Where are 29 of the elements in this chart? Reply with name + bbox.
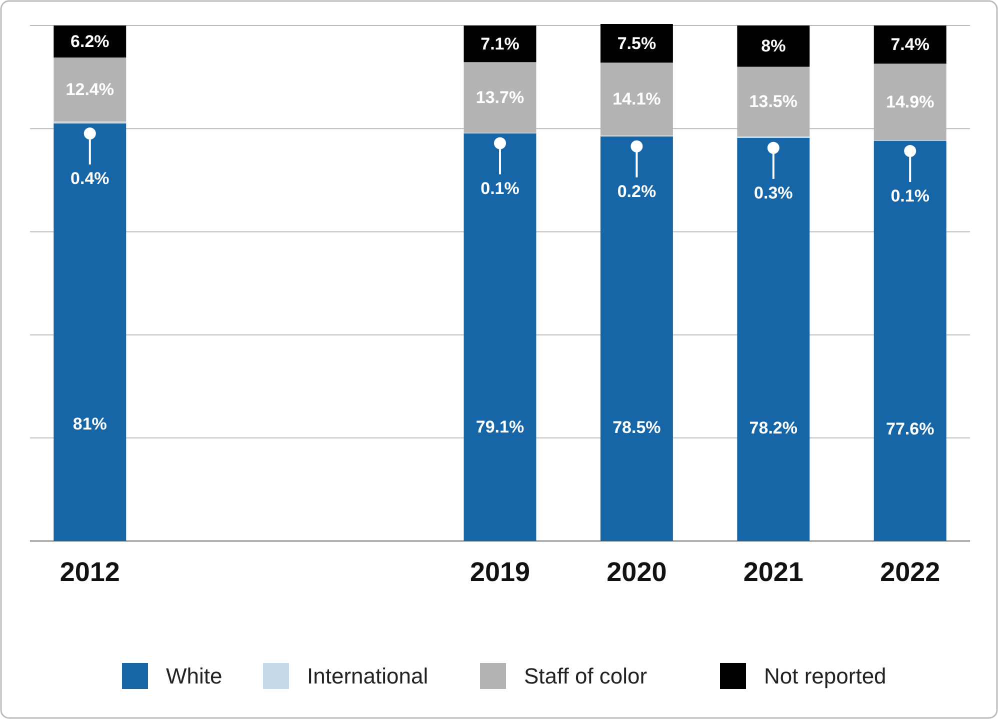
data-label: 78.5% <box>612 418 661 438</box>
x-tick-label: 2022 <box>880 557 940 587</box>
data-label: 0.3% <box>754 183 793 202</box>
data-label: 12.4% <box>66 80 114 99</box>
legend-label: Staff of color <box>524 664 648 688</box>
x-tick-label: 2021 <box>743 557 804 587</box>
data-label: 77.6% <box>886 420 934 438</box>
x-tick-label: 2012 <box>60 557 120 587</box>
data-label: 78.2% <box>749 418 798 438</box>
x-tick-label: 2020 <box>606 557 667 587</box>
data-label: 7.1% <box>480 34 520 54</box>
data-label: 13.5% <box>749 92 798 112</box>
data-label: 0.4% <box>70 168 110 188</box>
data-label: 0.1% <box>480 178 520 198</box>
x-tick-label: 2019 <box>470 557 530 587</box>
legend-label: International <box>307 664 428 688</box>
legend-label: White <box>166 664 222 688</box>
data-label: 13.7% <box>476 88 524 107</box>
data-label: 0.2% <box>617 182 656 201</box>
data-label: 0.1% <box>890 186 930 206</box>
data-label: 81% <box>72 414 107 434</box>
data-label: 7.4% <box>890 35 930 54</box>
data-label: 14.1% <box>612 90 661 108</box>
data-label: 7.5% <box>617 34 656 53</box>
data-label: 8% <box>761 36 786 56</box>
data-label: 14.9% <box>886 92 934 112</box>
legend-label: Not reported <box>764 664 886 688</box>
data-label: 79.1% <box>476 417 524 436</box>
data-label: 6.2% <box>70 32 110 52</box>
